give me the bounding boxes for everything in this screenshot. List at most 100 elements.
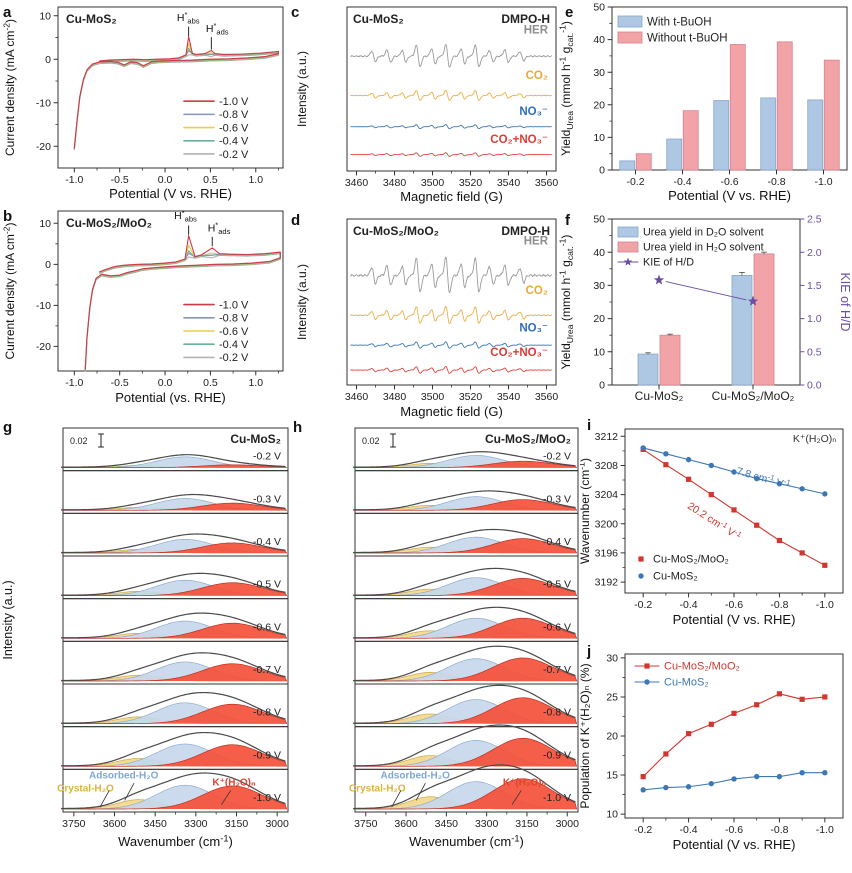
panel-letter-f: f (565, 212, 570, 229)
svg-text:-0.6: -0.6 (725, 599, 743, 611)
svg-text:3000: 3000 (556, 818, 580, 830)
svg-text:H*abs: H*abs (174, 208, 197, 223)
svg-text:-0.4 V: -0.4 V (543, 536, 571, 548)
svg-text:10: 10 (593, 132, 605, 144)
svg-text:-0.6 V: -0.6 V (219, 326, 249, 338)
svg-text:0.5: 0.5 (203, 377, 218, 389)
svg-text:3480: 3480 (383, 177, 407, 189)
svg-text:-0.4: -0.4 (680, 599, 698, 611)
panel-letter-d: d (291, 212, 301, 229)
svg-text:Cu-MoS₂: Cu-MoS₂ (653, 571, 698, 583)
svg-text:20: 20 (593, 99, 605, 111)
svg-text:H*ads: H*ads (208, 221, 231, 236)
svg-text:Wavenumber (cm-1): Wavenumber (cm-1) (580, 458, 592, 564)
svg-text:Magnetic field (G): Magnetic field (G) (400, 189, 503, 204)
svg-text:25: 25 (606, 692, 618, 704)
svg-text:3520: 3520 (459, 177, 483, 189)
svg-text:2.0: 2.0 (807, 247, 822, 259)
svg-text:30: 30 (593, 280, 605, 292)
svg-text:20: 20 (593, 313, 605, 325)
svg-text:-10: -10 (36, 97, 51, 109)
bar-chart-kie: 0 10 20 30 40 50 YieldUrea (mmol h-1 gcat.-1) C… (558, 214, 852, 403)
svg-text:-1.0 V: -1.0 V (219, 299, 249, 311)
svg-text:-0.2 V: -0.2 V (219, 149, 249, 161)
svg-text:-0.4: -0.4 (673, 176, 691, 188)
svg-text:3204: 3204 (595, 489, 619, 501)
svg-text:3000: 3000 (265, 818, 289, 830)
svg-text:3460: 3460 (345, 391, 369, 403)
svg-text:-0.2 V: -0.2 V (253, 451, 281, 463)
svg-text:Intensity (a.u.): Intensity (a.u.) (295, 51, 309, 127)
svg-text:-1.0: -1.0 (65, 174, 83, 186)
svg-text:-0.5: -0.5 (111, 174, 129, 186)
svg-text:H*ads: H*ads (206, 21, 229, 36)
svg-text:-20: -20 (36, 141, 51, 153)
svg-text:0: 0 (599, 165, 605, 177)
svg-text:-0.7 V: -0.7 V (543, 664, 571, 676)
svg-text:-0.2: -0.2 (634, 599, 652, 611)
svg-text:K⁺(H₂O)ₙ: K⁺(H₂O)ₙ (793, 433, 837, 445)
svg-text:3480: 3480 (383, 391, 407, 403)
panel-letter-c: c (291, 4, 300, 21)
svg-text:NO₃⁻: NO₃⁻ (519, 106, 548, 118)
svg-text:Urea yield in H₂O solvent: Urea yield in H₂O solvent (643, 242, 764, 254)
svg-text:Cu-MoS₂: Cu-MoS₂ (230, 432, 281, 446)
svg-text:HER: HER (524, 24, 549, 36)
svg-text:10: 10 (593, 346, 605, 358)
svg-text:Wavenumber (cm-1): Wavenumber (cm-1) (118, 833, 233, 849)
panel-letter-e: e (565, 4, 574, 21)
svg-text:0: 0 (45, 259, 51, 271)
svg-text:Cu-MoS₂/MoO₂: Cu-MoS₂/MoO₂ (712, 389, 795, 403)
svg-text:30: 30 (606, 653, 618, 665)
line-chart-wavenumber: -0.2 -0.4 -0.6 -0.8 -1.0 3192 3196 3200 3204 3208… (580, 428, 844, 627)
panel-letter-a: a (3, 4, 12, 21)
svg-text:3300: 3300 (475, 818, 499, 830)
svg-text:YieldUrea (mmol h-1 gcat.-1): YieldUrea (mmol h-1 gcat.-1) (558, 21, 575, 156)
svg-text:-0.8 V: -0.8 V (253, 707, 281, 719)
panel-letter-b: b (3, 208, 13, 225)
svg-text:3460: 3460 (345, 177, 369, 189)
svg-text:50: 50 (593, 2, 605, 14)
svg-text:20: 20 (606, 731, 618, 743)
svg-text:3600: 3600 (103, 818, 127, 830)
svg-text:7.8 cm-1 V-1: 7.8 cm-1 V-1 (735, 464, 792, 492)
svg-text:0.02: 0.02 (70, 436, 88, 446)
svg-text:-0.4 V: -0.4 V (219, 136, 249, 148)
svg-text:3560: 3560 (535, 391, 558, 403)
svg-text:3750: 3750 (354, 818, 378, 830)
svg-text:Crystal-H₂O: Crystal-H₂O (349, 784, 406, 795)
svg-text:0: 0 (45, 54, 51, 66)
svg-text:YieldUrea (mmol h-1 gcat.-1): YieldUrea (mmol h-1 gcat.-1) (558, 235, 575, 370)
svg-text:KIE of H/D: KIE of H/D (838, 272, 852, 331)
svg-text:-0.8: -0.8 (767, 176, 785, 188)
cv-chart-cu-mos2: -1.0 -0.5 0.0 0.5 1.0 10 0 -10 -20 Potential (V v… (2, 6, 284, 201)
svg-text:CO₂+NO₃⁻: CO₂+NO₃⁻ (490, 347, 548, 359)
svg-text:0: 0 (599, 380, 605, 392)
svg-text:Current density (mA cm-2): Current density (mA cm-2) (2, 19, 17, 156)
svg-text:3212: 3212 (595, 431, 619, 443)
svg-text:Adsorbed-H₂O: Adsorbed-H₂O (89, 771, 159, 782)
svg-text:Potential (V vs. RHE): Potential (V vs. RHE) (668, 188, 791, 203)
svg-text:30: 30 (593, 67, 605, 79)
svg-text:Magnetic field (G): Magnetic field (G) (400, 404, 503, 419)
svg-text:1.0: 1.0 (248, 174, 263, 186)
svg-text:-0.8 V: -0.8 V (219, 109, 249, 121)
cv-chart-cu-mos2-moo2: -1.0 -0.5 0.0 0.5 1.0 10 0 -10 -20 Potential (vs.… (2, 208, 284, 405)
svg-text:3520: 3520 (459, 391, 483, 403)
svg-text:-1.0: -1.0 (816, 824, 834, 836)
svg-text:3540: 3540 (497, 177, 521, 189)
svg-text:3450: 3450 (435, 818, 459, 830)
bar-chart-urea-yield: 0 10 20 30 40 50 Potential (V vs. RHE) YieldUre… (558, 2, 848, 203)
svg-text:-1.0 V: -1.0 V (253, 792, 281, 804)
svg-text:40: 40 (593, 247, 605, 259)
svg-text:3300: 3300 (184, 818, 208, 830)
svg-text:-10: -10 (36, 300, 51, 312)
svg-text:-0.2 V: -0.2 V (543, 451, 571, 463)
svg-text:-0.4: -0.4 (680, 824, 698, 836)
svg-text:Population of K⁺(H₂O)ₙ (%): Population of K⁺(H₂O)ₙ (%) (580, 663, 592, 808)
svg-text:Cu-MoS₂/MoO₂: Cu-MoS₂/MoO₂ (664, 661, 740, 673)
svg-text:3540: 3540 (497, 391, 521, 403)
svg-text:0.02: 0.02 (362, 436, 380, 446)
svg-text:HER: HER (524, 235, 549, 247)
